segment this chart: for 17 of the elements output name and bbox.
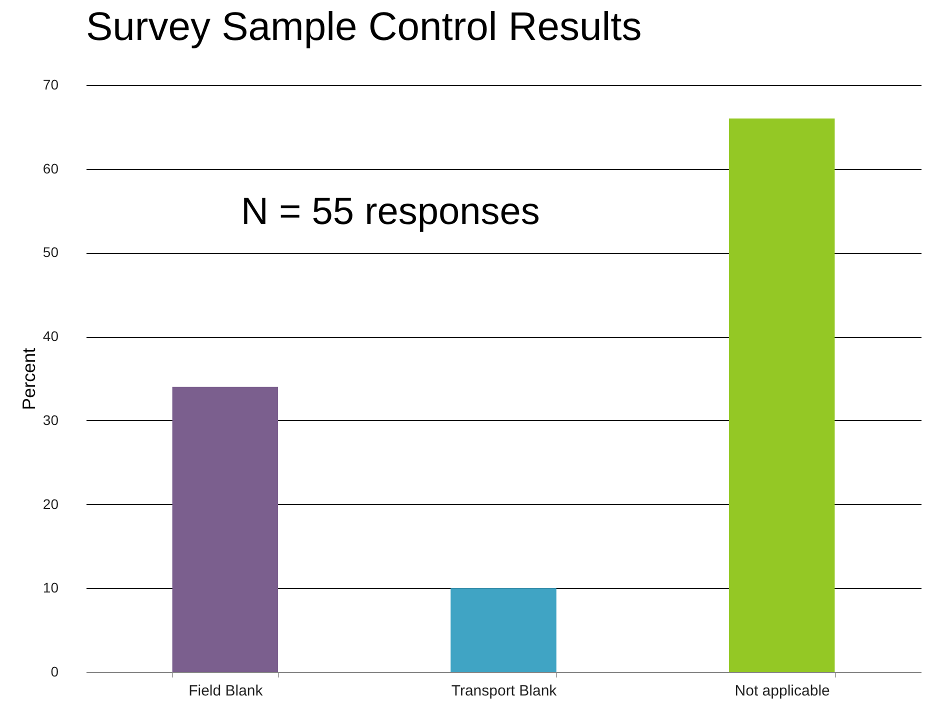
bar <box>172 386 278 672</box>
y-tick-label: 10 <box>42 580 59 596</box>
chart-title: Survey Sample Control Results <box>86 5 642 49</box>
y-tick-label: 40 <box>42 328 59 344</box>
y-axis-title: Percent <box>18 348 39 410</box>
annotation: N = 55 responses <box>241 191 540 233</box>
bar <box>728 118 835 672</box>
y-tick-label: 70 <box>42 76 59 92</box>
x-tick-label: Field Blank <box>188 682 264 700</box>
y-tick-label: 50 <box>42 244 59 260</box>
y-tick-label: 30 <box>42 412 59 428</box>
x-tick-label: Not applicable <box>734 682 830 700</box>
x-tick-label: Transport Blank <box>451 682 558 700</box>
y-tick-label: 20 <box>42 496 59 512</box>
bar <box>450 588 556 672</box>
y-tick-label: 60 <box>42 160 59 176</box>
y-tick-label: 0 <box>50 664 59 680</box>
